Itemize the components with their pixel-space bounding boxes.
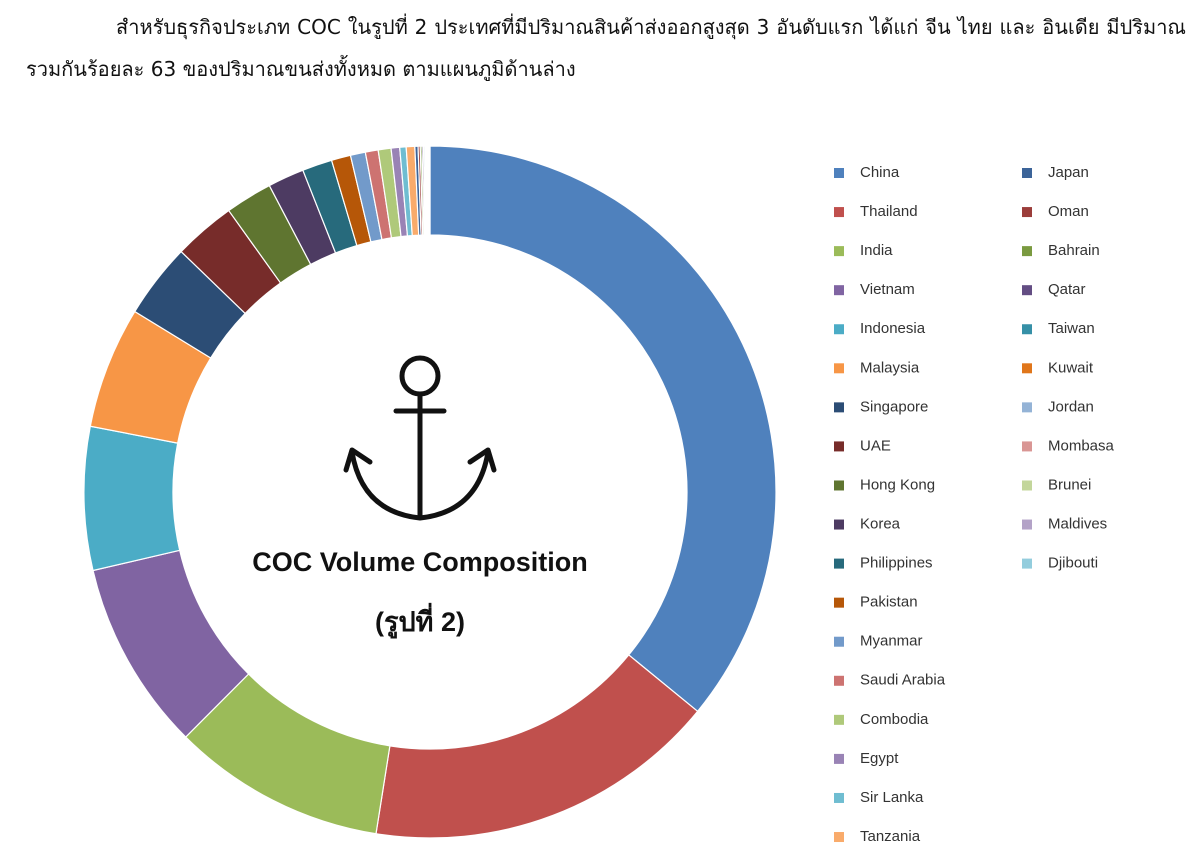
legend-label: Sir Lanka	[860, 789, 924, 806]
legend-label: Myanmar	[860, 633, 923, 650]
donut-slice	[429, 145, 777, 713]
chart-subtitle: (รูปที่ 2)	[375, 602, 465, 639]
legend-label: India	[860, 242, 893, 259]
legend-label: China	[860, 164, 900, 181]
legend-swatch	[834, 675, 844, 686]
legend-label: Mombasa	[1048, 437, 1115, 454]
legend-label: Jordan	[1048, 398, 1094, 415]
legend-label: UAE	[860, 437, 891, 454]
legend-label: Maldives	[1048, 516, 1107, 533]
chart-title: COC Volume Composition	[252, 547, 588, 577]
legend-swatch	[1022, 480, 1032, 491]
legend-label: Qatar	[1048, 281, 1086, 298]
legend-label: Thailand	[860, 203, 918, 220]
donut-slice	[83, 425, 181, 572]
legend-label: Oman	[1048, 203, 1089, 220]
legend-swatch	[1022, 168, 1032, 178]
legend-swatch	[834, 285, 844, 296]
donut-slice	[428, 145, 431, 236]
legend-label: Singapore	[860, 398, 928, 415]
legend-label: Egypt	[860, 750, 899, 767]
legend-swatch	[1022, 558, 1032, 569]
legend-label: Bahrain	[1048, 242, 1100, 259]
legend-swatch	[834, 402, 844, 413]
legend-label: Indonesia	[860, 320, 926, 337]
legend-swatch	[834, 246, 844, 257]
legend-label: Japan	[1048, 164, 1089, 181]
legend-swatch	[834, 832, 844, 843]
legend-swatch	[834, 168, 844, 178]
legend-swatch	[834, 363, 844, 374]
donut-slice	[375, 654, 699, 839]
legend-label: Djibouti	[1048, 555, 1098, 572]
legend-swatch	[1022, 441, 1032, 452]
legend-label: Brunei	[1048, 476, 1091, 493]
legend-swatch	[1022, 324, 1032, 335]
legend-swatch	[834, 480, 844, 491]
legend-swatch	[1022, 246, 1032, 257]
legend-swatch	[834, 558, 844, 569]
legend-label: Philippines	[860, 555, 933, 572]
legend-swatch	[834, 324, 844, 335]
legend-label: Taiwan	[1048, 320, 1095, 337]
paragraph: สำหรับธุรกิจประเภท COC ในรูปที่ 2 ประเทศ…	[26, 15, 1186, 81]
legend-swatch	[1022, 519, 1032, 530]
legend-label: Combodia	[860, 711, 929, 728]
legend-swatch	[834, 207, 844, 218]
legend-swatch	[834, 636, 844, 647]
legend-swatch	[834, 792, 844, 803]
legend-label: Saudi Arabia	[860, 672, 946, 689]
legend-label: Malaysia	[860, 359, 920, 376]
legend-swatch	[1022, 363, 1032, 374]
legend-label: Korea	[860, 516, 901, 533]
legend-label: Hong Kong	[860, 476, 935, 493]
legend-swatch	[1022, 207, 1032, 218]
legend-swatch	[834, 441, 844, 452]
legend-label: Tanzania	[860, 828, 921, 845]
legend-label: Pakistan	[860, 594, 918, 611]
legend-swatch	[834, 753, 844, 764]
legend-swatch	[834, 519, 844, 530]
legend-swatch	[1022, 285, 1032, 296]
legend-label: Vietnam	[860, 281, 915, 298]
anchor-icon	[343, 355, 497, 521]
legend-swatch	[834, 597, 844, 608]
legend-swatch	[834, 714, 844, 725]
legend-label: Kuwait	[1048, 359, 1094, 376]
legend-swatch	[1022, 402, 1032, 413]
